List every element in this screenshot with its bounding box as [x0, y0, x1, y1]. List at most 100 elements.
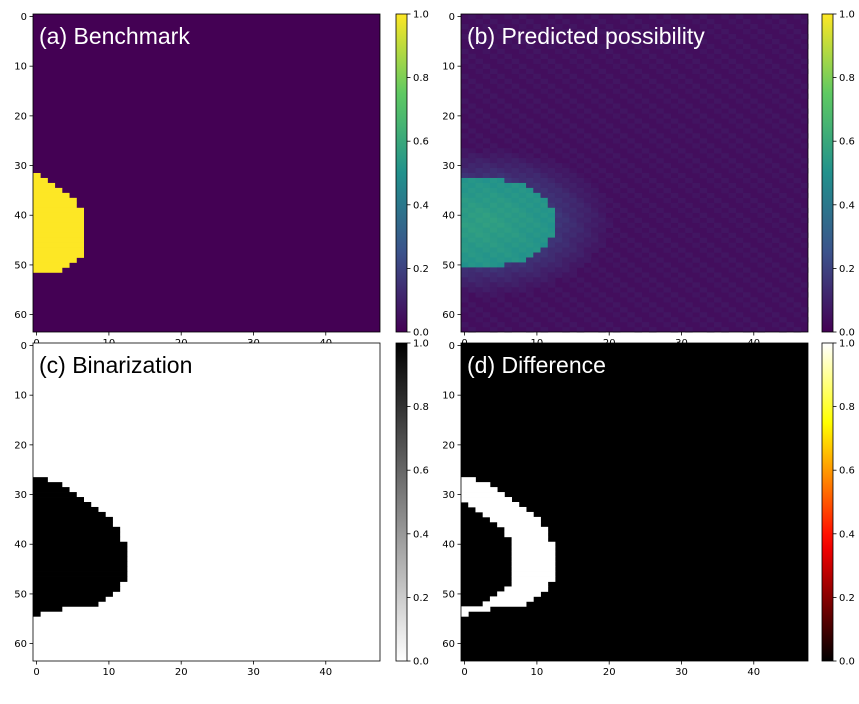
heatmap-cell [685, 187, 693, 194]
heatmap-cell [793, 138, 802, 144]
heatmap-cell [685, 262, 693, 268]
heatmap-cell [771, 123, 780, 129]
heatmap-cell [554, 113, 563, 119]
heatmap-cell [576, 88, 585, 94]
heatmap-cells-row [33, 222, 85, 229]
heatmap-cell [764, 133, 773, 139]
heatmap-cell [706, 267, 715, 273]
heatmap-cell [692, 168, 700, 174]
heatmap-cell [489, 302, 498, 308]
heatmap-cell [728, 292, 737, 298]
heatmap-cell [735, 138, 744, 144]
heatmap-cell [634, 267, 643, 273]
heatmap-cell [721, 262, 729, 268]
heatmap-cell [685, 78, 693, 84]
heatmap-cell [634, 128, 643, 134]
heatmap-cell [489, 277, 498, 283]
heatmap-cell [677, 58, 686, 65]
heatmap-cell [518, 197, 527, 204]
heatmap-cell [598, 327, 606, 333]
heatmap-cell [728, 158, 737, 164]
heatmap-cell [482, 163, 491, 169]
heatmap-cell [562, 252, 570, 258]
heatmap-cell [475, 177, 484, 184]
heatmap-cells-row [33, 571, 128, 577]
heatmap-cell [656, 282, 664, 288]
heatmap-cell [714, 33, 722, 40]
heatmap-cell [728, 33, 737, 40]
heatmap-cell [706, 192, 715, 199]
heatmap-cell [554, 247, 563, 253]
heatmap-cell [461, 292, 469, 298]
heatmap-cell [714, 222, 722, 229]
heatmap-cell [605, 182, 614, 189]
heatmap-cell [540, 168, 549, 174]
heatmap-cell [764, 282, 773, 288]
heatmap-cell [605, 23, 614, 30]
heatmap-cell [591, 14, 599, 20]
heatmap-cell [663, 88, 672, 94]
heatmap-cells-row [33, 586, 121, 592]
heatmap-cell [461, 33, 469, 40]
heatmap-cell [468, 28, 476, 35]
heatmap-cell [526, 53, 534, 60]
heatmap-cell [670, 252, 679, 258]
heatmap-cell [547, 173, 556, 179]
heatmap-cell [569, 202, 578, 209]
heatmap-cell [468, 207, 476, 214]
heatmap-cell [634, 177, 643, 184]
heatmap-cell [533, 192, 541, 199]
heatmap-cell [685, 103, 693, 109]
heatmap-cell [800, 83, 809, 89]
heatmap-cell [540, 14, 549, 20]
heatmap-cell [627, 63, 635, 70]
heatmap-cell [540, 197, 549, 204]
heatmap-cell [554, 73, 563, 79]
heatmap-cell [526, 163, 534, 169]
heatmap-cell [526, 207, 534, 214]
heatmap-cell [714, 232, 722, 238]
heatmap-cell [750, 207, 758, 214]
heatmap-cell [569, 307, 578, 313]
heatmap-cell [771, 48, 780, 55]
heatmap-cell [540, 153, 549, 159]
heatmap-cell [511, 187, 520, 194]
heatmap-cell [526, 68, 534, 75]
heatmap-cell [540, 327, 549, 333]
heatmap-cell [547, 247, 556, 253]
heatmap-cell [735, 63, 744, 70]
heatmap-cell [779, 242, 787, 248]
heatmap-cell [627, 73, 635, 79]
heatmap-cell [489, 202, 498, 209]
heatmap-cell [504, 197, 513, 204]
heatmap-cell [518, 207, 527, 214]
heatmap-cell [461, 267, 469, 273]
heatmap-cell [583, 192, 592, 199]
y-tick-label: 50 [442, 589, 455, 600]
heatmap-cell [764, 267, 773, 273]
heatmap-cell [569, 217, 578, 224]
heatmap-cell [511, 33, 520, 40]
heatmap-cell [714, 108, 722, 114]
heatmap-cell [612, 163, 621, 169]
heatmap-cell [786, 23, 794, 30]
heatmap-cells-row [33, 551, 128, 558]
heatmap-cell [685, 163, 693, 169]
heatmap-cell [554, 38, 563, 45]
heatmap-cell [518, 237, 527, 243]
heatmap-cell [583, 222, 592, 229]
heatmap-cell [482, 272, 491, 278]
heatmap-cell [475, 292, 484, 298]
heatmap-cell [764, 158, 773, 164]
heatmap-cell [482, 217, 491, 224]
heatmap-cell [779, 202, 787, 209]
heatmap-cell [468, 153, 476, 159]
heatmap-cell [489, 257, 498, 263]
heatmap-cell [670, 217, 679, 224]
panel-title: (d) Difference [467, 352, 606, 378]
heatmap-cell [497, 158, 505, 164]
heatmap-cell [627, 88, 635, 94]
heatmap-cell [489, 282, 498, 288]
heatmap-cell [591, 322, 599, 328]
heatmap-cell [750, 297, 758, 303]
